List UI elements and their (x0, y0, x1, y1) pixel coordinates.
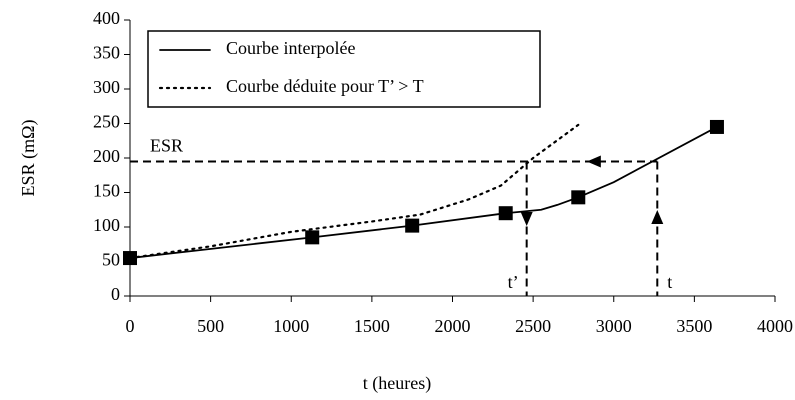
arrow-head (586, 155, 601, 168)
marker (571, 190, 586, 205)
y-tick-label: 300 (93, 77, 120, 97)
arrow-head (651, 209, 664, 224)
x-tick-label: 2500 (515, 316, 551, 336)
x-tick-label: 1000 (273, 316, 309, 336)
marker (498, 206, 513, 221)
y-axis-label: ESR (mΩ) (18, 120, 39, 197)
y-tick-label: 400 (93, 8, 120, 28)
y-tick-label: 350 (93, 43, 120, 63)
x-tick-label: 3000 (596, 316, 632, 336)
y-tick-label: 50 (102, 250, 120, 270)
y-tick-label: 100 (93, 215, 120, 235)
marker (405, 218, 420, 233)
y-tick-label: 200 (93, 146, 120, 166)
x-axis-label: t (heures) (363, 373, 431, 394)
x-tick-label: 500 (197, 316, 224, 336)
y-tick-label: 0 (111, 284, 120, 304)
arrow-head (520, 211, 533, 226)
line (129, 126, 718, 259)
x-tick-label: 3500 (676, 316, 712, 336)
time-label: t (667, 272, 672, 292)
marker (305, 230, 320, 245)
time-label: t’ (508, 272, 519, 292)
line (128, 123, 580, 260)
y-tick-label: 150 (93, 181, 120, 201)
legend-box (147, 30, 541, 108)
y-tick-label: 250 (93, 112, 120, 132)
legend-label: Courbe interpolée (226, 38, 355, 58)
x-tick-label: 2000 (435, 316, 471, 336)
marker (709, 119, 724, 134)
reference-label: ESR (150, 136, 183, 156)
legend-label: Courbe déduite pour T’ > T (226, 76, 424, 96)
x-tick-label: 4000 (757, 316, 793, 336)
x-tick-label: 0 (126, 316, 135, 336)
x-tick-label: 1500 (354, 316, 390, 336)
